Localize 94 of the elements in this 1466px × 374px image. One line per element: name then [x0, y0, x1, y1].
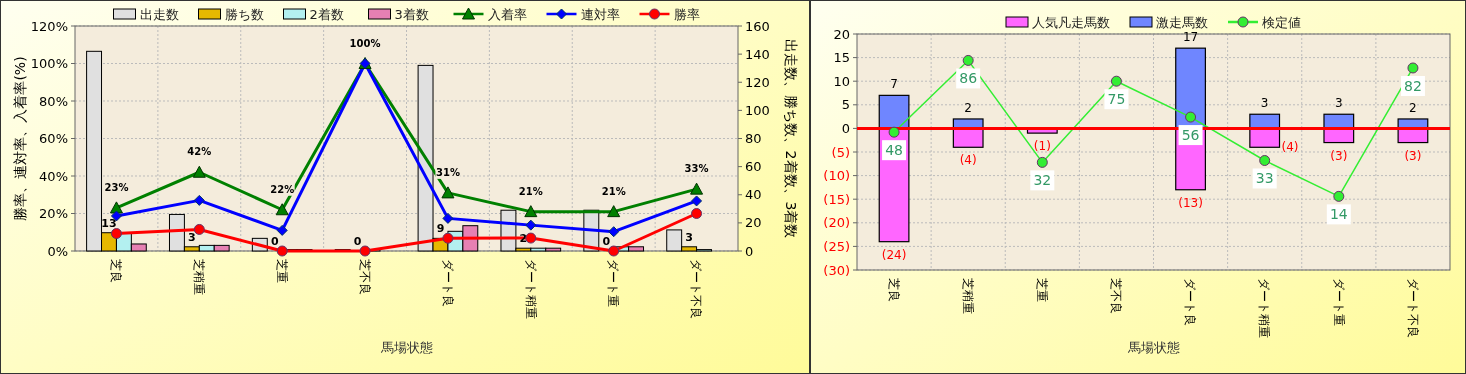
data-label: 0 [353, 235, 362, 248]
y2-axis-title: 出走数、勝ち数、2着数、3着数 [783, 38, 799, 239]
data-label: (4) [959, 153, 977, 168]
y-tick-label: (5) [831, 144, 850, 160]
x-tick-label: 芝良 [886, 278, 901, 302]
x-tick-label: ダート重 [606, 259, 621, 307]
data-label: 86 [959, 70, 978, 87]
data-label: 33 [1255, 170, 1274, 187]
y-tick-label: (25) [823, 238, 850, 254]
x-tick-label: ダート重 [1331, 278, 1346, 326]
data-label: 0 [270, 235, 279, 248]
y-tick-label: 0% [47, 243, 68, 259]
y2-tick-label: 20 [745, 215, 762, 231]
y-tick-label: 5 [841, 97, 850, 113]
data-label: 48 [885, 142, 903, 159]
data-label: (3) [1404, 148, 1422, 163]
data-label: 21% [601, 185, 626, 197]
data-label: 82 [1404, 77, 1422, 94]
data-label: 3 [188, 230, 196, 244]
data-label: 13 [101, 216, 117, 230]
x-tick-label: ダート不良 [689, 259, 704, 319]
y-tick-label: (15) [823, 191, 850, 207]
y-tick-label: 80% [39, 93, 68, 109]
data-label: 2 [964, 100, 973, 115]
x-tick-label: 芝不良 [1109, 278, 1124, 314]
y-tick-label: 10 [833, 73, 850, 89]
x-tick-label: ダート良 [1183, 278, 1198, 326]
y2-tick-label: 0 [745, 243, 754, 259]
data-label: 100% [349, 37, 381, 49]
y2-tick-label: 40 [745, 187, 762, 203]
x-tick-label: 芝不良 [357, 259, 372, 295]
y2-tick-label: 100 [745, 102, 770, 118]
legend-label: 入着率 [487, 7, 527, 22]
data-label: 3 [1260, 96, 1269, 111]
y2-tick-label: 60 [745, 159, 762, 175]
y2-tick-label: 140 [745, 46, 770, 62]
x-tick-label: ダート稍重 [1257, 278, 1272, 338]
legend-label: 3着数 [394, 7, 429, 22]
data-label: 42% [187, 146, 212, 158]
y2-tick-label: 80 [745, 131, 762, 147]
data-label: (3) [1330, 148, 1348, 163]
y-tick-label: 0 [841, 120, 850, 136]
data-label: (4) [1281, 140, 1299, 155]
y-axis-title: 勝率、連対率、入着率(%) [12, 56, 28, 221]
x-tick-label: ダート不良 [1405, 278, 1420, 338]
legend-label: 出走数 [139, 7, 179, 22]
y-tick-label: (10) [823, 168, 850, 184]
legend-label: 検定値 [1262, 15, 1301, 30]
data-label: 3 [1334, 96, 1343, 111]
x-tick-label: ダート稍重 [523, 259, 538, 319]
data-label: 17 [1182, 30, 1199, 45]
data-label: 31% [435, 166, 460, 178]
legend-label: 勝率 [673, 7, 700, 22]
legend-label: 連対率 [580, 7, 620, 22]
y-tick-label: 120% [30, 18, 68, 34]
y-tick-label: 20% [39, 206, 68, 222]
y2-tick-label: 120 [745, 74, 770, 90]
legend-label: 2着数 [309, 7, 344, 22]
legend-label: 勝ち数 [224, 7, 264, 22]
y-tick-label: 20 [833, 26, 850, 42]
y-tick-label: 60% [39, 131, 68, 147]
x-tick-label: 芝稍重 [960, 278, 975, 314]
data-label: 14 [1329, 206, 1348, 223]
data-label: 2 [1409, 100, 1417, 115]
y-tick-label: 40% [39, 168, 68, 184]
data-label: (24) [881, 247, 907, 262]
data-label: 75 [1107, 91, 1126, 108]
legend-label: 激走馬数 [1156, 15, 1208, 30]
y-tick-label: (30) [823, 262, 850, 278]
data-label: (1) [1033, 139, 1051, 154]
data-label: 23% [104, 181, 129, 193]
x-tick-label: 芝良 [109, 259, 124, 283]
x-tick-label: 芝重 [1035, 278, 1050, 302]
y-tick-label: (20) [823, 215, 850, 231]
y-tick-label: 15 [833, 50, 850, 66]
data-label: 0 [602, 235, 611, 248]
data-label: 56 [1181, 127, 1200, 144]
data-label: 9 [436, 222, 445, 236]
data-label: 3 [685, 230, 693, 244]
data-label: 32 [1033, 172, 1052, 189]
x-axis-title: 馬場状態 [379, 340, 433, 355]
data-label: 33% [684, 163, 709, 175]
data-label: 21% [518, 185, 543, 197]
data-label: (13) [1178, 195, 1203, 210]
x-tick-label: ダート良 [440, 259, 455, 307]
x-axis-title: 馬場状態 [1126, 340, 1180, 355]
data-label: 22% [270, 183, 295, 195]
data-label: 7 [890, 77, 898, 92]
y2-tick-label: 160 [745, 18, 770, 34]
data-label: 2 [519, 232, 528, 246]
y-tick-label: 100% [30, 56, 68, 72]
x-tick-label: 芝稍重 [192, 259, 207, 295]
legend-label: 人気凡走馬数 [1032, 15, 1110, 30]
x-tick-label: 芝重 [274, 259, 289, 283]
